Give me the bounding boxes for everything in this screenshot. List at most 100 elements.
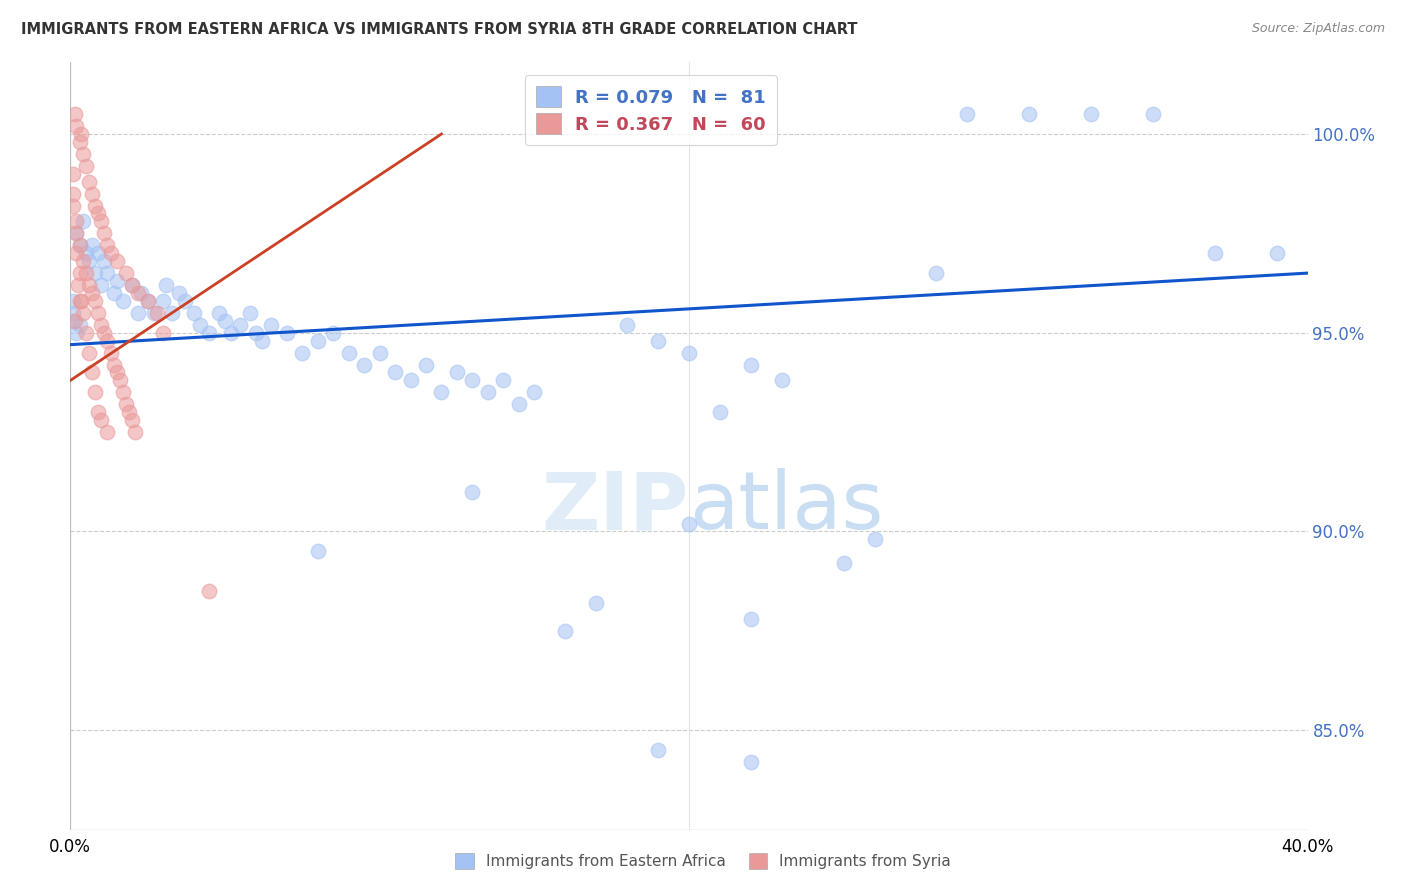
Text: atlas: atlas <box>689 468 883 547</box>
Point <box>96 334 118 348</box>
Point <box>307 334 329 348</box>
Point <box>62 167 84 181</box>
Point <box>198 326 221 340</box>
Point <box>84 198 107 212</box>
Point <box>118 405 141 419</box>
Point <box>90 318 112 332</box>
Point <box>80 366 103 380</box>
Point <box>108 373 131 387</box>
Point <box>90 278 112 293</box>
Point <box>69 318 91 332</box>
Point <box>87 246 110 260</box>
Point <box>77 254 100 268</box>
Point <box>75 159 97 173</box>
Point <box>740 612 762 626</box>
Text: IMMIGRANTS FROM EASTERN AFRICA VS IMMIGRANTS FROM SYRIA 8TH GRADE CORRELATION CH: IMMIGRANTS FROM EASTERN AFRICA VS IMMIGR… <box>21 22 858 37</box>
Point <box>80 186 103 201</box>
Point <box>523 385 546 400</box>
Point <box>75 326 97 340</box>
Point <box>105 366 128 380</box>
Point <box>87 306 110 320</box>
Point <box>415 358 437 372</box>
Point <box>62 306 84 320</box>
Point <box>1265 246 1288 260</box>
Point <box>188 318 211 332</box>
Point <box>75 246 97 260</box>
Point <box>65 326 87 340</box>
Point <box>65 119 87 133</box>
Point <box>90 214 112 228</box>
Point <box>956 107 979 121</box>
Point <box>863 533 886 547</box>
Point <box>84 266 107 280</box>
Point <box>198 584 221 599</box>
Point <box>740 358 762 372</box>
Point <box>508 397 530 411</box>
Point <box>616 318 638 332</box>
Point <box>446 366 468 380</box>
Point <box>276 326 298 340</box>
Point <box>121 278 143 293</box>
Point <box>136 293 159 308</box>
Point <box>115 397 138 411</box>
Point <box>84 385 107 400</box>
Point <box>72 214 94 228</box>
Point <box>477 385 499 400</box>
Point <box>229 318 252 332</box>
Point <box>214 314 236 328</box>
Point <box>322 326 344 340</box>
Legend: Immigrants from Eastern Africa, Immigrants from Syria: Immigrants from Eastern Africa, Immigran… <box>449 847 957 875</box>
Point <box>121 278 143 293</box>
Point <box>155 278 177 293</box>
Point <box>69 238 91 252</box>
Point <box>239 306 262 320</box>
Point <box>1142 107 1164 121</box>
Point <box>80 238 103 252</box>
Point <box>77 278 100 293</box>
Point <box>353 358 375 372</box>
Legend: R = 0.079   N =  81, R = 0.367   N =  60: R = 0.079 N = 81, R = 0.367 N = 60 <box>524 75 778 145</box>
Point <box>1080 107 1102 121</box>
Point <box>152 326 174 340</box>
Point <box>69 293 91 308</box>
Point <box>100 246 122 260</box>
Point <box>70 127 93 141</box>
Point <box>709 405 731 419</box>
Point <box>72 254 94 268</box>
Point <box>337 345 360 359</box>
Point <box>93 254 115 268</box>
Point <box>93 326 115 340</box>
Point <box>127 306 149 320</box>
Point <box>103 285 125 300</box>
Point <box>152 293 174 308</box>
Point <box>925 266 948 280</box>
Point <box>167 285 190 300</box>
Point <box>69 135 91 149</box>
Point <box>65 214 87 228</box>
Point <box>103 358 125 372</box>
Point <box>62 314 84 328</box>
Point <box>100 345 122 359</box>
Point <box>111 385 134 400</box>
Point <box>678 516 700 531</box>
Point <box>63 107 86 121</box>
Point <box>87 405 110 419</box>
Point <box>770 373 793 387</box>
Point <box>111 293 134 308</box>
Point <box>124 425 146 439</box>
Point <box>142 306 165 320</box>
Point <box>63 314 86 328</box>
Point <box>832 556 855 570</box>
Point <box>678 345 700 359</box>
Point <box>87 206 110 220</box>
Point <box>62 293 84 308</box>
Point <box>208 306 231 320</box>
Point <box>430 385 453 400</box>
Point <box>492 373 515 387</box>
Point <box>1018 107 1040 121</box>
Point <box>72 146 94 161</box>
Point <box>136 293 159 308</box>
Point <box>69 238 91 252</box>
Point <box>585 596 607 610</box>
Point <box>307 544 329 558</box>
